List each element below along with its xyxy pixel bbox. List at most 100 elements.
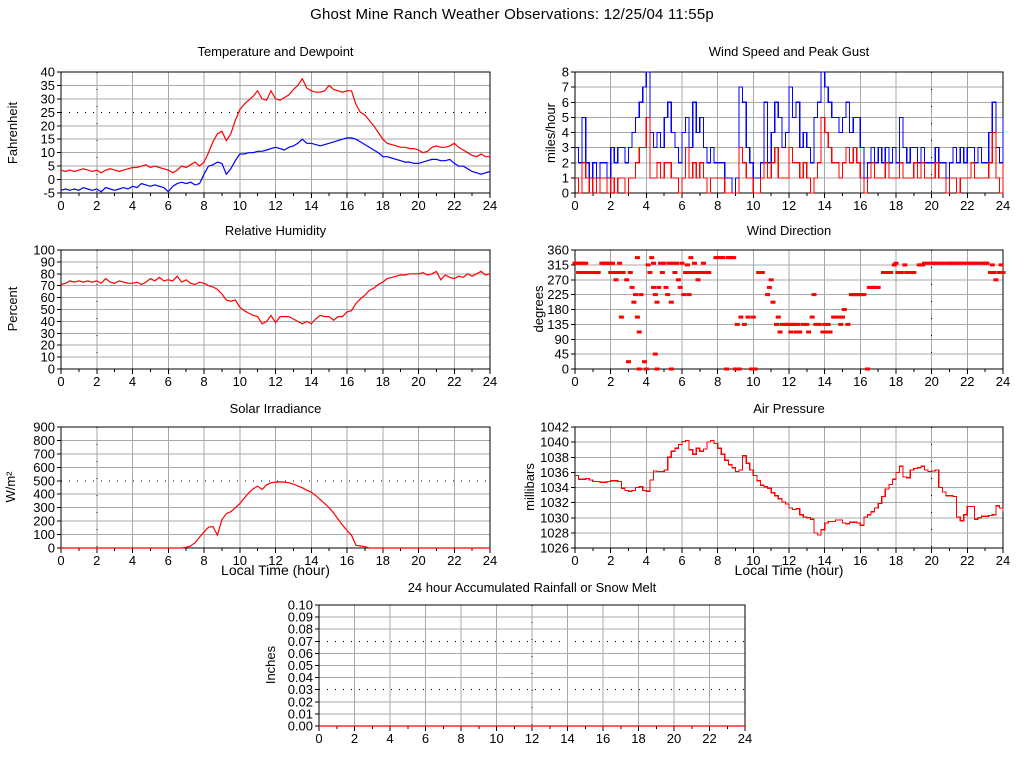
x-tick-label: 24 xyxy=(996,198,1010,213)
chart-title-wind-speed: Wind Speed and Peak Gust xyxy=(708,44,870,59)
y-tick-label: 270 xyxy=(547,272,569,287)
x-tick-label: 4 xyxy=(643,198,650,213)
x-tick-label: 18 xyxy=(889,198,903,213)
y-tick-label: 5 xyxy=(562,110,569,125)
x-tick-label: 0 xyxy=(571,553,578,568)
x-tick-label: 0 xyxy=(571,198,578,213)
x-tick-label: 22 xyxy=(960,198,974,213)
solar-irradiance-line xyxy=(61,481,490,549)
y-tick-label: 40 xyxy=(41,65,55,80)
x-tick-label: 0 xyxy=(57,374,64,389)
x-tick-label: 4 xyxy=(129,198,136,213)
x-tick-label: 18 xyxy=(376,553,390,568)
x-tick-label: 24 xyxy=(738,731,752,746)
x-tick-label: 12 xyxy=(782,198,796,213)
x-tick-label: 8 xyxy=(714,374,721,389)
y-tick-label: 1042 xyxy=(540,420,569,435)
y-tick-label: 70 xyxy=(41,278,55,293)
y-tick-label: 400 xyxy=(33,487,55,502)
x-tick-label: 2 xyxy=(607,198,614,213)
x-tick-label: 6 xyxy=(165,553,172,568)
x-tick-label: 16 xyxy=(596,731,610,746)
dewpoint-line xyxy=(60,137,491,193)
y-tick-label: 1036 xyxy=(540,465,569,480)
y-tick-label: 225 xyxy=(547,287,569,302)
x-tick-label: 2 xyxy=(351,731,358,746)
y-tick-label: 1 xyxy=(562,170,569,185)
y-tick-label: 10 xyxy=(41,350,55,365)
y-tick-label: 5 xyxy=(48,159,55,174)
x-tick-label: 14 xyxy=(304,374,318,389)
x-tick-label: 18 xyxy=(889,374,903,389)
y-tick-label: 25 xyxy=(41,105,55,120)
x-tick-label: 24 xyxy=(996,553,1010,568)
chart-title-rainfall: 24 hour Accumulated Rainfall or Snow Mel… xyxy=(407,580,657,595)
x-tick-label: 20 xyxy=(924,198,938,213)
wind-speed-line xyxy=(575,116,1004,194)
x-tick-label: 8 xyxy=(200,374,207,389)
y-tick-label: 15 xyxy=(41,132,55,147)
x-tick-label: 8 xyxy=(714,553,721,568)
x-tick-label: 22 xyxy=(702,731,716,746)
y-tick-label: 500 xyxy=(33,473,55,488)
x-tick-label: 6 xyxy=(422,731,429,746)
x-tick-label: 6 xyxy=(165,198,172,213)
x-tick-label: 16 xyxy=(340,198,354,213)
x-tick-label: 8 xyxy=(457,731,464,746)
x-tick-label: 16 xyxy=(853,198,867,213)
x-tick-label: 8 xyxy=(200,553,207,568)
y-tick-label: 90 xyxy=(555,332,569,347)
chart-title-solar: Solar Irradiance xyxy=(229,401,322,416)
x-tick-label: 4 xyxy=(386,731,393,746)
x-tick-label: 8 xyxy=(714,198,721,213)
x-axis-label-pressure: Local Time (hour) xyxy=(734,562,844,578)
x-tick-label: 6 xyxy=(678,198,685,213)
x-tick-label: 8 xyxy=(200,198,207,213)
y-tick-label: 180 xyxy=(547,302,569,317)
x-tick-label: 16 xyxy=(340,374,354,389)
x-tick-label: 14 xyxy=(304,198,318,213)
y-tick-label: 100 xyxy=(33,527,55,542)
x-tick-label: 14 xyxy=(817,553,831,568)
y-tick-label: 300 xyxy=(33,500,55,515)
y-tick-label: 1040 xyxy=(540,435,569,450)
x-tick-label: 22 xyxy=(447,198,461,213)
x-tick-label: 10 xyxy=(489,731,503,746)
y-tick-label: 315 xyxy=(547,257,569,272)
x-tick-label: 20 xyxy=(667,731,681,746)
y-tick-label: 100 xyxy=(33,243,55,258)
x-tick-label: 4 xyxy=(643,374,650,389)
y-tick-label: 0.05 xyxy=(288,658,313,673)
y-tick-label: 0 xyxy=(562,362,569,377)
y-tick-label: 0 xyxy=(48,362,55,377)
y-tick-label: 30 xyxy=(41,326,55,341)
y-tick-label: 30 xyxy=(41,91,55,106)
page-title: Ghost Mine Ranch Weather Observations: 1… xyxy=(310,6,714,23)
x-tick-label: 12 xyxy=(268,374,282,389)
x-tick-label: 10 xyxy=(746,374,760,389)
x-tick-label: 20 xyxy=(924,374,938,389)
x-tick-label: 22 xyxy=(960,374,974,389)
y-tick-label: 1030 xyxy=(540,510,569,525)
x-tick-label: 18 xyxy=(376,374,390,389)
x-tick-label: 20 xyxy=(411,198,425,213)
y-tick-label: 0.03 xyxy=(288,682,313,697)
x-tick-label: 24 xyxy=(483,198,497,213)
y-tick-label: 0 xyxy=(48,541,55,556)
x-tick-label: 6 xyxy=(165,374,172,389)
x-tick-label: 22 xyxy=(447,374,461,389)
y-tick-label: 3 xyxy=(562,140,569,155)
y-tick-label: 0 xyxy=(48,172,55,187)
y-tick-label: 80 xyxy=(41,266,55,281)
x-tick-label: 16 xyxy=(340,553,354,568)
x-axis-label-solar: Local Time (hour) xyxy=(221,562,330,578)
x-tick-label: 2 xyxy=(93,553,100,568)
y-tick-label: 10 xyxy=(41,145,55,160)
x-tick-label: 12 xyxy=(268,553,282,568)
x-tick-label: 4 xyxy=(129,553,136,568)
